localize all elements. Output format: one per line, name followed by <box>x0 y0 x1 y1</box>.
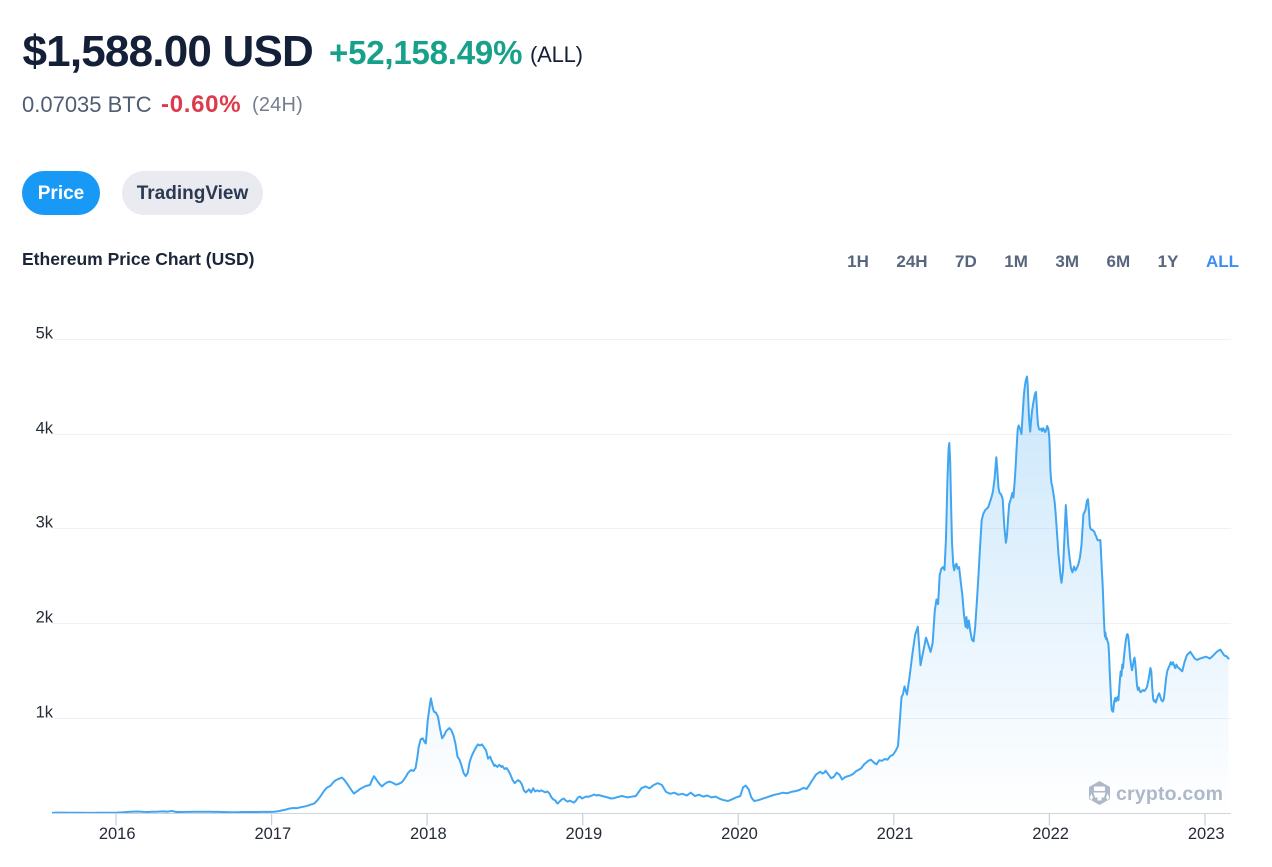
svg-text:3k: 3k <box>36 514 54 532</box>
svg-text:2016: 2016 <box>99 825 136 843</box>
svg-text:2018: 2018 <box>410 825 447 843</box>
svg-text:2020: 2020 <box>721 825 758 843</box>
svg-text:5k: 5k <box>36 325 54 343</box>
svg-text:2023: 2023 <box>1188 825 1225 843</box>
svg-text:4k: 4k <box>36 420 54 438</box>
svg-text:crypto.com: crypto.com <box>1116 783 1223 805</box>
svg-text:2019: 2019 <box>566 825 603 843</box>
svg-text:2k: 2k <box>36 609 54 627</box>
svg-text:2022: 2022 <box>1032 825 1069 843</box>
svg-text:2021: 2021 <box>877 825 914 843</box>
svg-text:1k: 1k <box>36 704 54 722</box>
svg-text:2017: 2017 <box>254 825 291 843</box>
